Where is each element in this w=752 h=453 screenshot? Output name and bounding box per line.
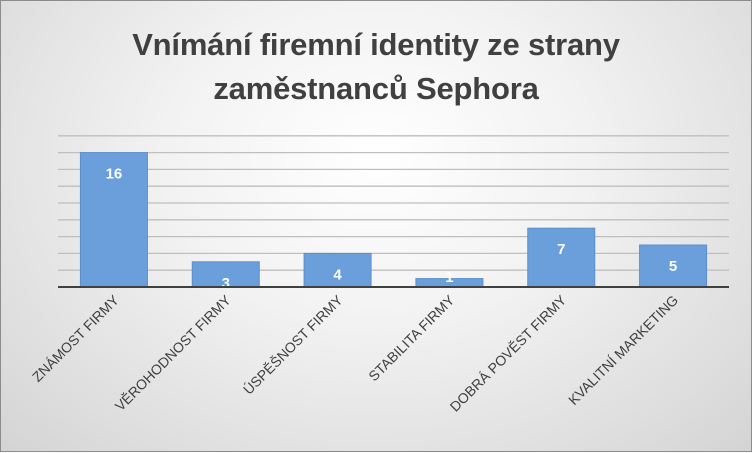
chart-title-line-2: zaměstnanců Sephora <box>213 71 539 106</box>
category-label: STABILITA FIRMY <box>365 291 458 384</box>
bar <box>79 152 148 288</box>
chart-title: Vnímání firemní identity ze strany zaměs… <box>1 23 751 111</box>
chart-title-line-1: Vnímání firemní identity ze strany <box>132 27 620 62</box>
data-label: 7 <box>557 241 565 258</box>
category-label: KVALITNÍ MARKETING <box>565 292 681 408</box>
bar <box>303 252 372 288</box>
data-label: 16 <box>106 166 123 183</box>
category-label: ZNÁMOST FIRMY <box>29 291 123 385</box>
bar <box>527 227 596 288</box>
data-label: 5 <box>669 258 677 275</box>
bar <box>639 244 708 288</box>
data-label: 1 <box>445 269 453 286</box>
bar <box>191 261 260 288</box>
category-label: DOBRÁ POVĚST FIRMY <box>447 291 570 414</box>
category-label: ÚSPĚŠNOST FIRMY <box>240 291 346 397</box>
data-label: 4 <box>333 266 342 283</box>
category-label: VĚROHODNOST FIRMY <box>112 291 235 414</box>
data-label: 3 <box>222 275 230 292</box>
